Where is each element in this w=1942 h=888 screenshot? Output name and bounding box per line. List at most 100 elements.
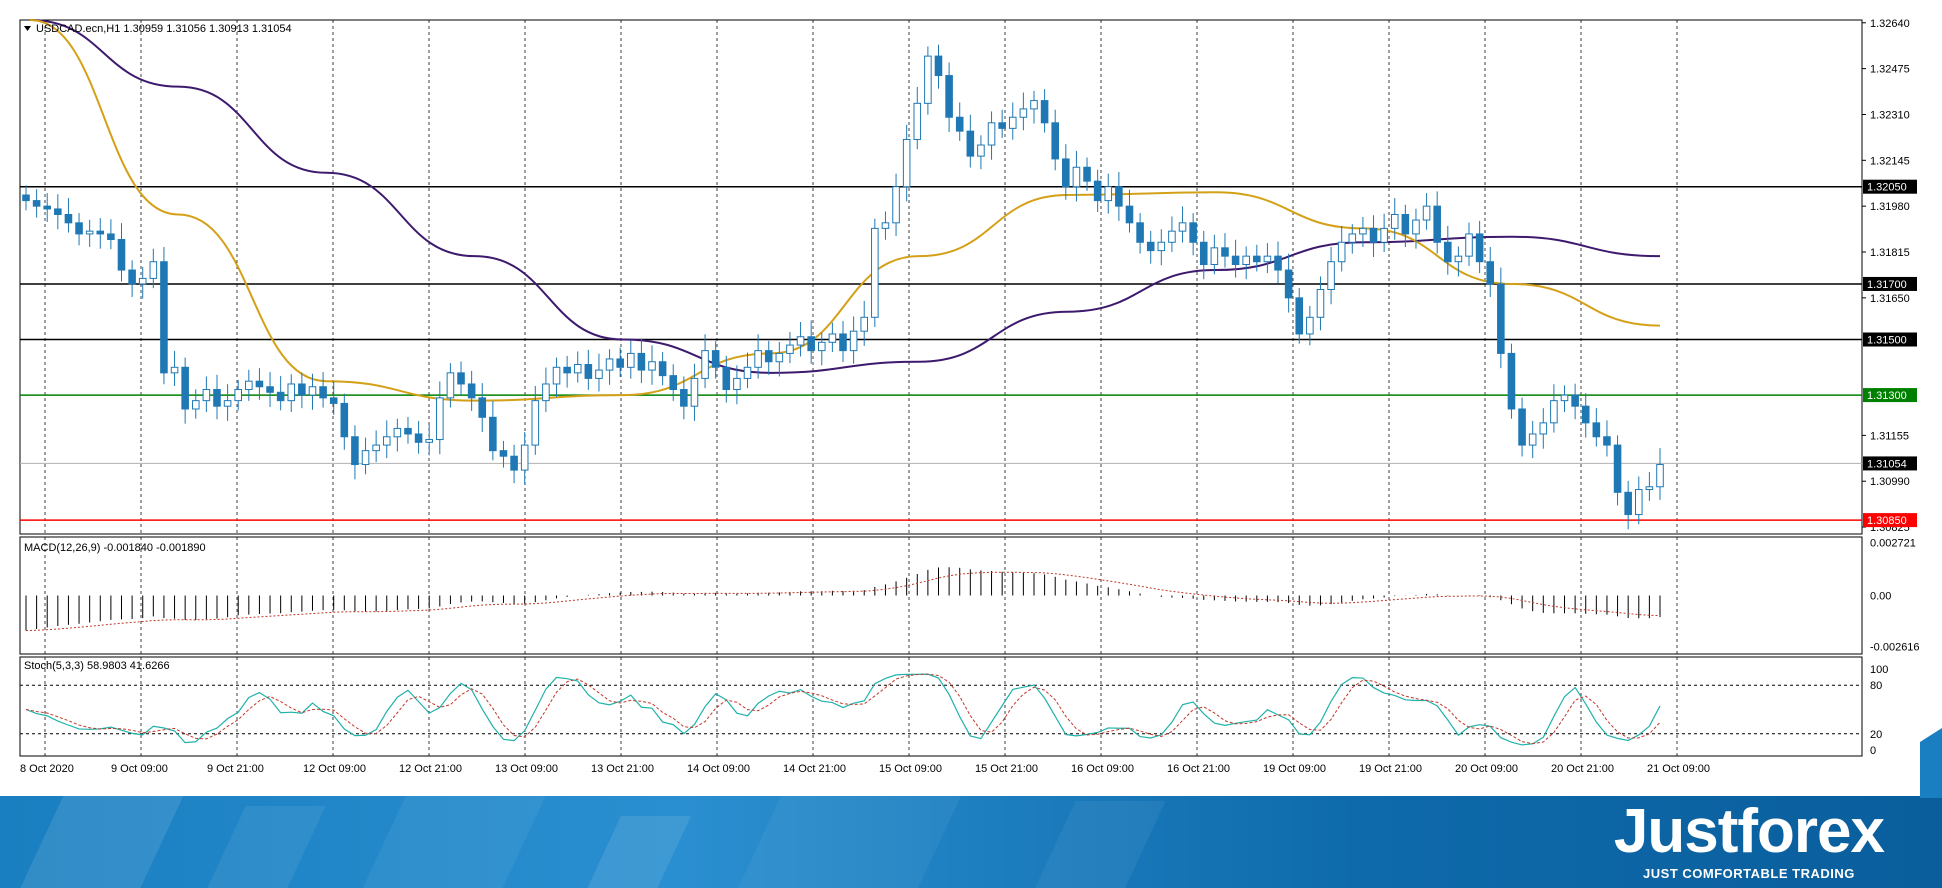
candle [32,200,41,207]
x-tick-label: 13 Oct 21:00 [591,763,654,775]
candle [722,366,731,391]
candle [1475,233,1484,263]
trading-chart[interactable]: 8 Oct 2020 9 Oct 09:00 9 Oct 21:00 12 Oct 0… [0,0,1942,800]
candle [1168,230,1176,243]
brand-logo: Justforex JUST COMFORTABLE TRADING [1613,797,1885,882]
candle [1433,205,1441,243]
x-tick-label: 14 Oct 21:00 [783,763,846,775]
macd-y-tick-label: 0.002721 [1870,537,1916,549]
macd-y-tick-label: -0.002616 [1870,642,1920,654]
x-tick-label: 15 Oct 09:00 [879,763,942,775]
candle [117,238,126,271]
x-tick-label: 16 Oct 09:00 [1071,763,1134,775]
chart-canvas[interactable]: 8 Oct 2020 9 Oct 09:00 9 Oct 21:00 12 Oct 0… [0,0,1942,800]
candle [807,336,815,352]
brand-name: Justforex [1613,797,1885,866]
candle [1284,269,1293,299]
candle [754,350,762,368]
candle [213,389,221,407]
candle [489,416,497,452]
candle [170,366,179,374]
candle [1051,122,1059,160]
candle [998,122,1006,129]
candle [1104,186,1113,202]
candle [966,130,975,157]
symbol-dropdown-icon[interactable] [24,26,31,31]
candle [223,400,232,407]
candle [181,366,189,410]
candle [1645,486,1654,491]
candle [404,427,412,435]
candle [881,222,890,229]
candle [1348,233,1357,243]
candle [669,375,678,391]
candle [849,330,858,352]
candle [1550,400,1558,424]
candle [85,230,94,235]
candle [1422,205,1431,221]
candle [637,352,646,371]
corner-tab [1920,728,1942,798]
candle [648,361,656,371]
candle [1253,255,1261,263]
candle [276,391,285,402]
moving-average-line [29,19,1661,402]
candle [860,316,869,332]
x-tick-label: 13 Oct 09:00 [495,763,558,775]
candle [786,344,794,354]
candle [616,358,624,368]
candle [234,389,242,402]
candle [733,377,741,391]
x-tick-label: 14 Oct 09:00 [687,763,750,775]
candle [191,400,200,410]
candle [457,372,465,385]
candle [1337,241,1346,263]
candle [425,439,433,443]
x-tick-label: 9 Oct 21:00 [207,763,264,775]
candle [128,269,136,285]
candle [1242,255,1250,265]
candle [690,377,699,407]
x-tick-label: 9 Oct 09:00 [111,763,168,775]
candle [160,261,168,374]
brand-banner: Justforex JUST COMFORTABLE TRADING [0,796,1942,888]
candle [1497,283,1505,354]
candle [520,444,529,471]
candle [1401,213,1410,235]
candle [1518,408,1526,446]
candle [680,389,688,407]
candle [308,386,317,396]
candle [446,372,455,399]
candle [393,427,402,438]
candle [1390,213,1399,229]
candle [1507,352,1516,410]
level-price-label: 1.31700 [1867,279,1907,291]
candle [1274,255,1282,271]
candle [149,261,158,279]
x-tick-label: 16 Oct 21:00 [1167,763,1230,775]
candle [1613,444,1622,493]
candle [54,208,62,215]
candle [1592,422,1601,438]
candle [1359,227,1367,235]
candle [563,366,571,374]
candle [775,352,784,363]
level-price-tag [1863,179,1917,194]
candle [1210,247,1219,265]
stoch-main-line [25,673,1661,746]
candle [1136,222,1144,243]
candle [1062,158,1070,188]
candle [1316,289,1325,318]
candle [1656,464,1664,488]
candle [796,336,805,346]
x-tick-label: 20 Oct 21:00 [1551,763,1614,775]
candle [1560,394,1569,402]
candle [1157,241,1166,252]
stoch-y-tick-label: 100 [1870,664,1888,676]
candle [1380,227,1388,243]
candle [828,333,837,343]
candle [467,383,476,399]
y-tick-label: 1.31155 [1870,430,1909,442]
candle [1231,255,1240,265]
candle [701,350,709,379]
